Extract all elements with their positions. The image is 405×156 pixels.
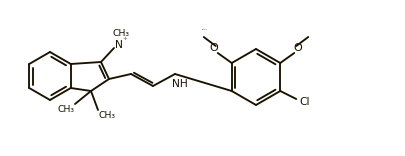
Text: O: O (293, 43, 302, 53)
Text: CH₃: CH₃ (98, 112, 115, 120)
Text: NH: NH (172, 79, 188, 89)
Text: CH₃: CH₃ (112, 29, 129, 39)
Text: CH₃: CH₃ (58, 105, 74, 114)
Text: O: O (209, 43, 217, 53)
Text: methoxy: methoxy (201, 28, 207, 30)
Text: ⁺: ⁺ (122, 36, 127, 45)
Text: N: N (115, 40, 123, 50)
Text: Cl: Cl (298, 97, 309, 107)
